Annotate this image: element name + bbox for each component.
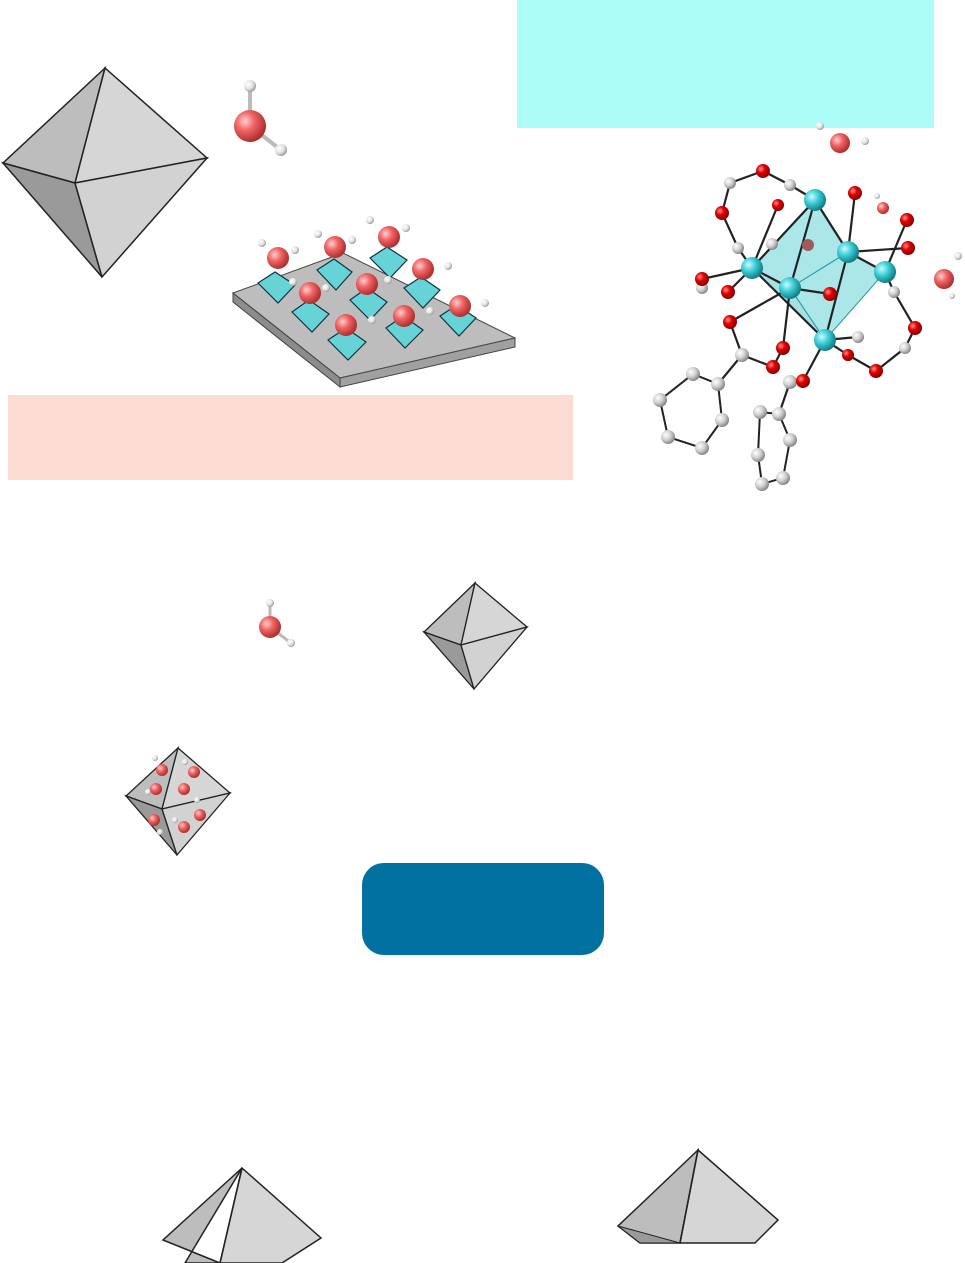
cyan-highlight-block bbox=[517, 0, 934, 128]
hydrated-surface-icon bbox=[231, 216, 517, 389]
octahedron-icon bbox=[421, 581, 529, 691]
octahedron-icon bbox=[161, 1166, 323, 1263]
water-molecule-icon bbox=[234, 80, 287, 156]
blue-rounded-block[interactable] bbox=[362, 863, 604, 955]
octahedron-icon bbox=[0, 65, 210, 279]
hydrated-octahedron-icon bbox=[123, 746, 232, 857]
peach-highlight-block bbox=[8, 395, 573, 480]
octahedron-icon bbox=[616, 1147, 780, 1244]
metal-cluster-icon bbox=[653, 122, 962, 491]
water-molecule-icon bbox=[259, 599, 295, 647]
